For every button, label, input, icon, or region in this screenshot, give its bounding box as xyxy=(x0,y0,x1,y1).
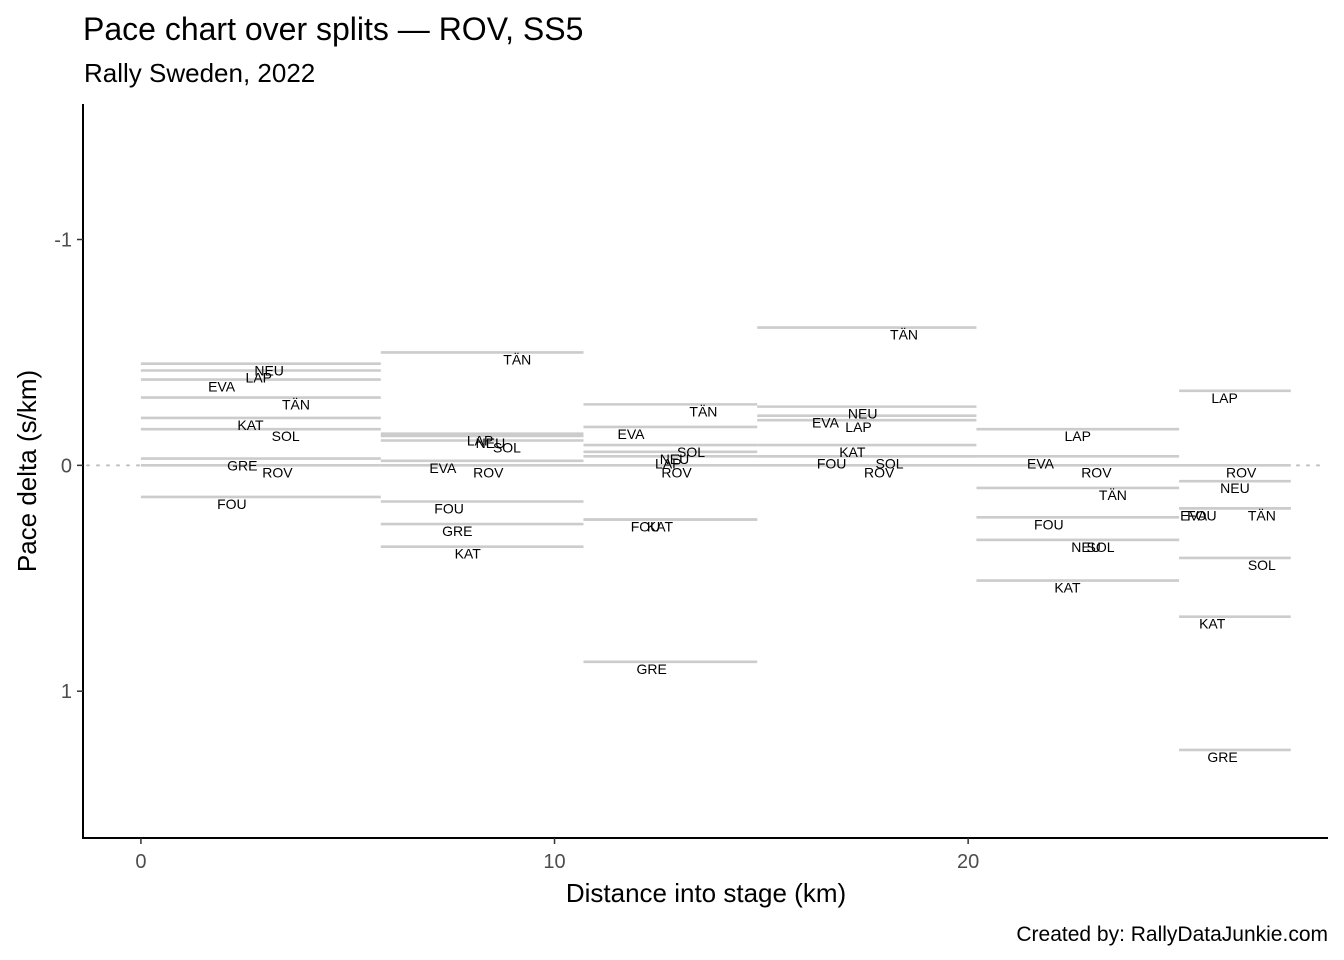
driver-label: KAT xyxy=(237,417,264,433)
driver-label: SOL xyxy=(876,455,904,471)
chart-title: Pace chart over splits — ROV, SS5 xyxy=(83,11,583,47)
driver-label: LAP xyxy=(655,455,681,471)
driver-label: ROV xyxy=(661,464,692,480)
split-segments xyxy=(140,326,1291,752)
driver-label: NEU xyxy=(1220,480,1250,496)
driver-label: LAP xyxy=(246,369,272,385)
driver-label: LAP xyxy=(1065,428,1091,444)
x-axis-ticks: 0 10 20 xyxy=(135,838,979,873)
driver-label: KAT xyxy=(1054,580,1081,596)
y-tick-label: -1 xyxy=(54,230,72,252)
driver-label: EVA xyxy=(429,460,457,476)
chart-caption: Created by: RallyDataJunkie.com xyxy=(1016,923,1328,946)
driver-label: SOL xyxy=(1087,539,1115,555)
driver-label: FOU xyxy=(817,455,847,471)
chart-subtitle: Rally Sweden, 2022 xyxy=(84,58,315,88)
driver-label: SOL xyxy=(493,440,521,456)
y-tick-label: 0 xyxy=(61,455,72,477)
driver-label: LAP xyxy=(845,419,871,435)
driver-label: EVA xyxy=(1027,455,1055,471)
x-tick-label: 20 xyxy=(957,851,979,873)
driver-label: TÄN xyxy=(890,327,918,343)
driver-label: TÄN xyxy=(282,397,310,413)
driver-label: GRE xyxy=(1207,749,1237,765)
x-tick-label: 0 xyxy=(135,851,146,873)
driver-label: TÄN xyxy=(1248,507,1276,523)
driver-label: EVA xyxy=(812,415,840,431)
driver-label: FOU xyxy=(1187,507,1217,523)
driver-label: KAT xyxy=(839,444,866,460)
driver-label: ROV xyxy=(473,464,504,480)
driver-label: TÄN xyxy=(503,351,531,367)
driver-label: ROV xyxy=(864,464,895,480)
driver-label: FOU xyxy=(434,500,464,516)
driver-label: ROV xyxy=(262,464,293,480)
driver-label: KAT xyxy=(647,519,674,535)
driver-label: SOL xyxy=(1248,557,1276,573)
driver-label: EVA xyxy=(208,379,236,395)
driver-label: FOU xyxy=(1034,516,1064,532)
driver-label: GRE xyxy=(637,661,667,677)
driver-label: TÄN xyxy=(1099,487,1127,503)
driver-label: EVA xyxy=(1180,507,1208,523)
driver-label: NEU xyxy=(1071,539,1101,555)
x-axis-title: Distance into stage (km) xyxy=(566,878,846,908)
driver-label: ROV xyxy=(1081,464,1112,480)
y-axis-title: Pace delta (s/km) xyxy=(12,370,42,572)
driver-label: FOU xyxy=(217,496,247,512)
driver-label: LAP xyxy=(467,433,493,449)
driver-label: SOL xyxy=(677,444,705,460)
driver-label: SOL xyxy=(272,428,300,444)
driver-label: ROV xyxy=(1226,464,1257,480)
y-axis-ticks: -1 0 1 xyxy=(54,230,83,703)
driver-label: TÄN xyxy=(689,403,717,419)
driver-label: GRE xyxy=(227,458,257,474)
driver-label: KAT xyxy=(1199,616,1226,632)
driver-label: EVA xyxy=(618,426,646,442)
driver-label: NEU xyxy=(848,406,878,422)
x-tick-label: 10 xyxy=(543,851,565,873)
driver-label: LAP xyxy=(1211,390,1237,406)
driver-label: KAT xyxy=(455,546,482,562)
driver-label: NEU xyxy=(254,363,284,379)
driver-label: FOU xyxy=(631,519,661,535)
driver-label: GRE xyxy=(442,523,472,539)
driver-label: NEU xyxy=(476,435,506,451)
driver-label: NEU xyxy=(660,451,690,467)
y-tick-label: 1 xyxy=(61,681,72,703)
